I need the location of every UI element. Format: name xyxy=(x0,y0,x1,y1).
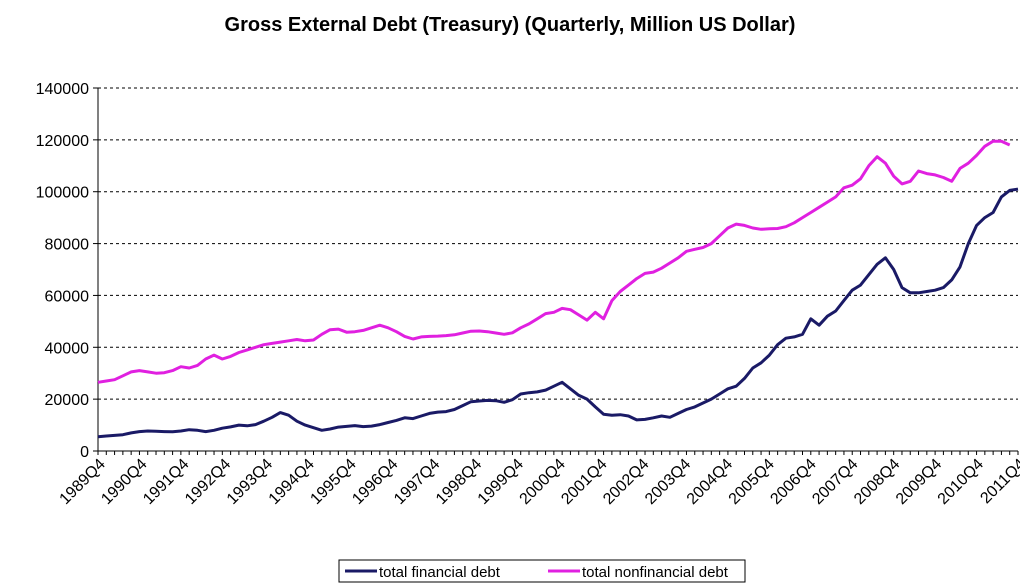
x-tick-label: 1996Q4 xyxy=(349,456,401,508)
x-tick-label: 2011Q4 xyxy=(977,456,1020,508)
legend-box xyxy=(338,559,746,583)
x-tick-label: 2003Q4 xyxy=(642,456,694,508)
x-tick-label: 2009Q4 xyxy=(893,456,945,508)
y-tick-label: 140000 xyxy=(36,81,89,98)
y-tick-label: 120000 xyxy=(36,133,89,150)
series-line-0 xyxy=(97,187,1019,439)
x-tick-label: 2004Q4 xyxy=(684,456,736,508)
legend-label-0: total financial debt xyxy=(379,564,501,581)
x-tick-label: 1992Q4 xyxy=(182,456,234,508)
x-tick-label: 1994Q4 xyxy=(266,456,318,508)
x-tick-label: 2002Q4 xyxy=(600,456,652,508)
series-line-1 xyxy=(97,139,1011,384)
x-tick-label: 2000Q4 xyxy=(517,456,569,508)
x-tick-label: 1998Q4 xyxy=(433,456,485,508)
x-tick-label: 2005Q4 xyxy=(726,456,778,508)
y-tick-label: 60000 xyxy=(45,288,90,305)
y-tick-label: 80000 xyxy=(45,237,90,254)
x-tick-label: 2006Q4 xyxy=(767,456,819,508)
x-tick-label: 1995Q4 xyxy=(307,456,359,508)
x-tick-label: 2001Q4 xyxy=(558,456,610,508)
x-tick-label: 1991Q4 xyxy=(140,456,192,508)
x-tick-label: 1999Q4 xyxy=(475,456,527,508)
chart-title: Gross External Debt (Treasury) (Quarterl… xyxy=(225,14,796,36)
y-tick-label: 0 xyxy=(80,444,89,461)
legend: total financial debt total nonfinancial d… xyxy=(338,559,746,583)
y-tick-label: 20000 xyxy=(45,392,90,409)
y-axis-ticks: 0 20000 40000 60000 80000 100000 120000 140000 xyxy=(36,81,98,461)
x-tick-label: 1989Q4 xyxy=(57,456,109,508)
legend-label-1: total nonfinancial debt xyxy=(582,564,729,581)
x-tick-label: 1997Q4 xyxy=(391,456,443,508)
series-lines xyxy=(97,139,1019,439)
x-tick-label: 1990Q4 xyxy=(98,456,150,508)
x-tick-label: 2008Q4 xyxy=(851,456,903,508)
x-tick-label: 1993Q4 xyxy=(224,456,276,508)
x-axis-ticks: 1989Q41990Q41991Q41992Q41993Q41994Q41995… xyxy=(57,451,1020,508)
axes xyxy=(97,88,1018,452)
y-tick-label: 40000 xyxy=(45,340,90,357)
x-tick-label: 2010Q4 xyxy=(935,456,987,508)
y-tick-label: 100000 xyxy=(36,185,89,202)
x-tick-label: 2007Q4 xyxy=(809,456,861,508)
